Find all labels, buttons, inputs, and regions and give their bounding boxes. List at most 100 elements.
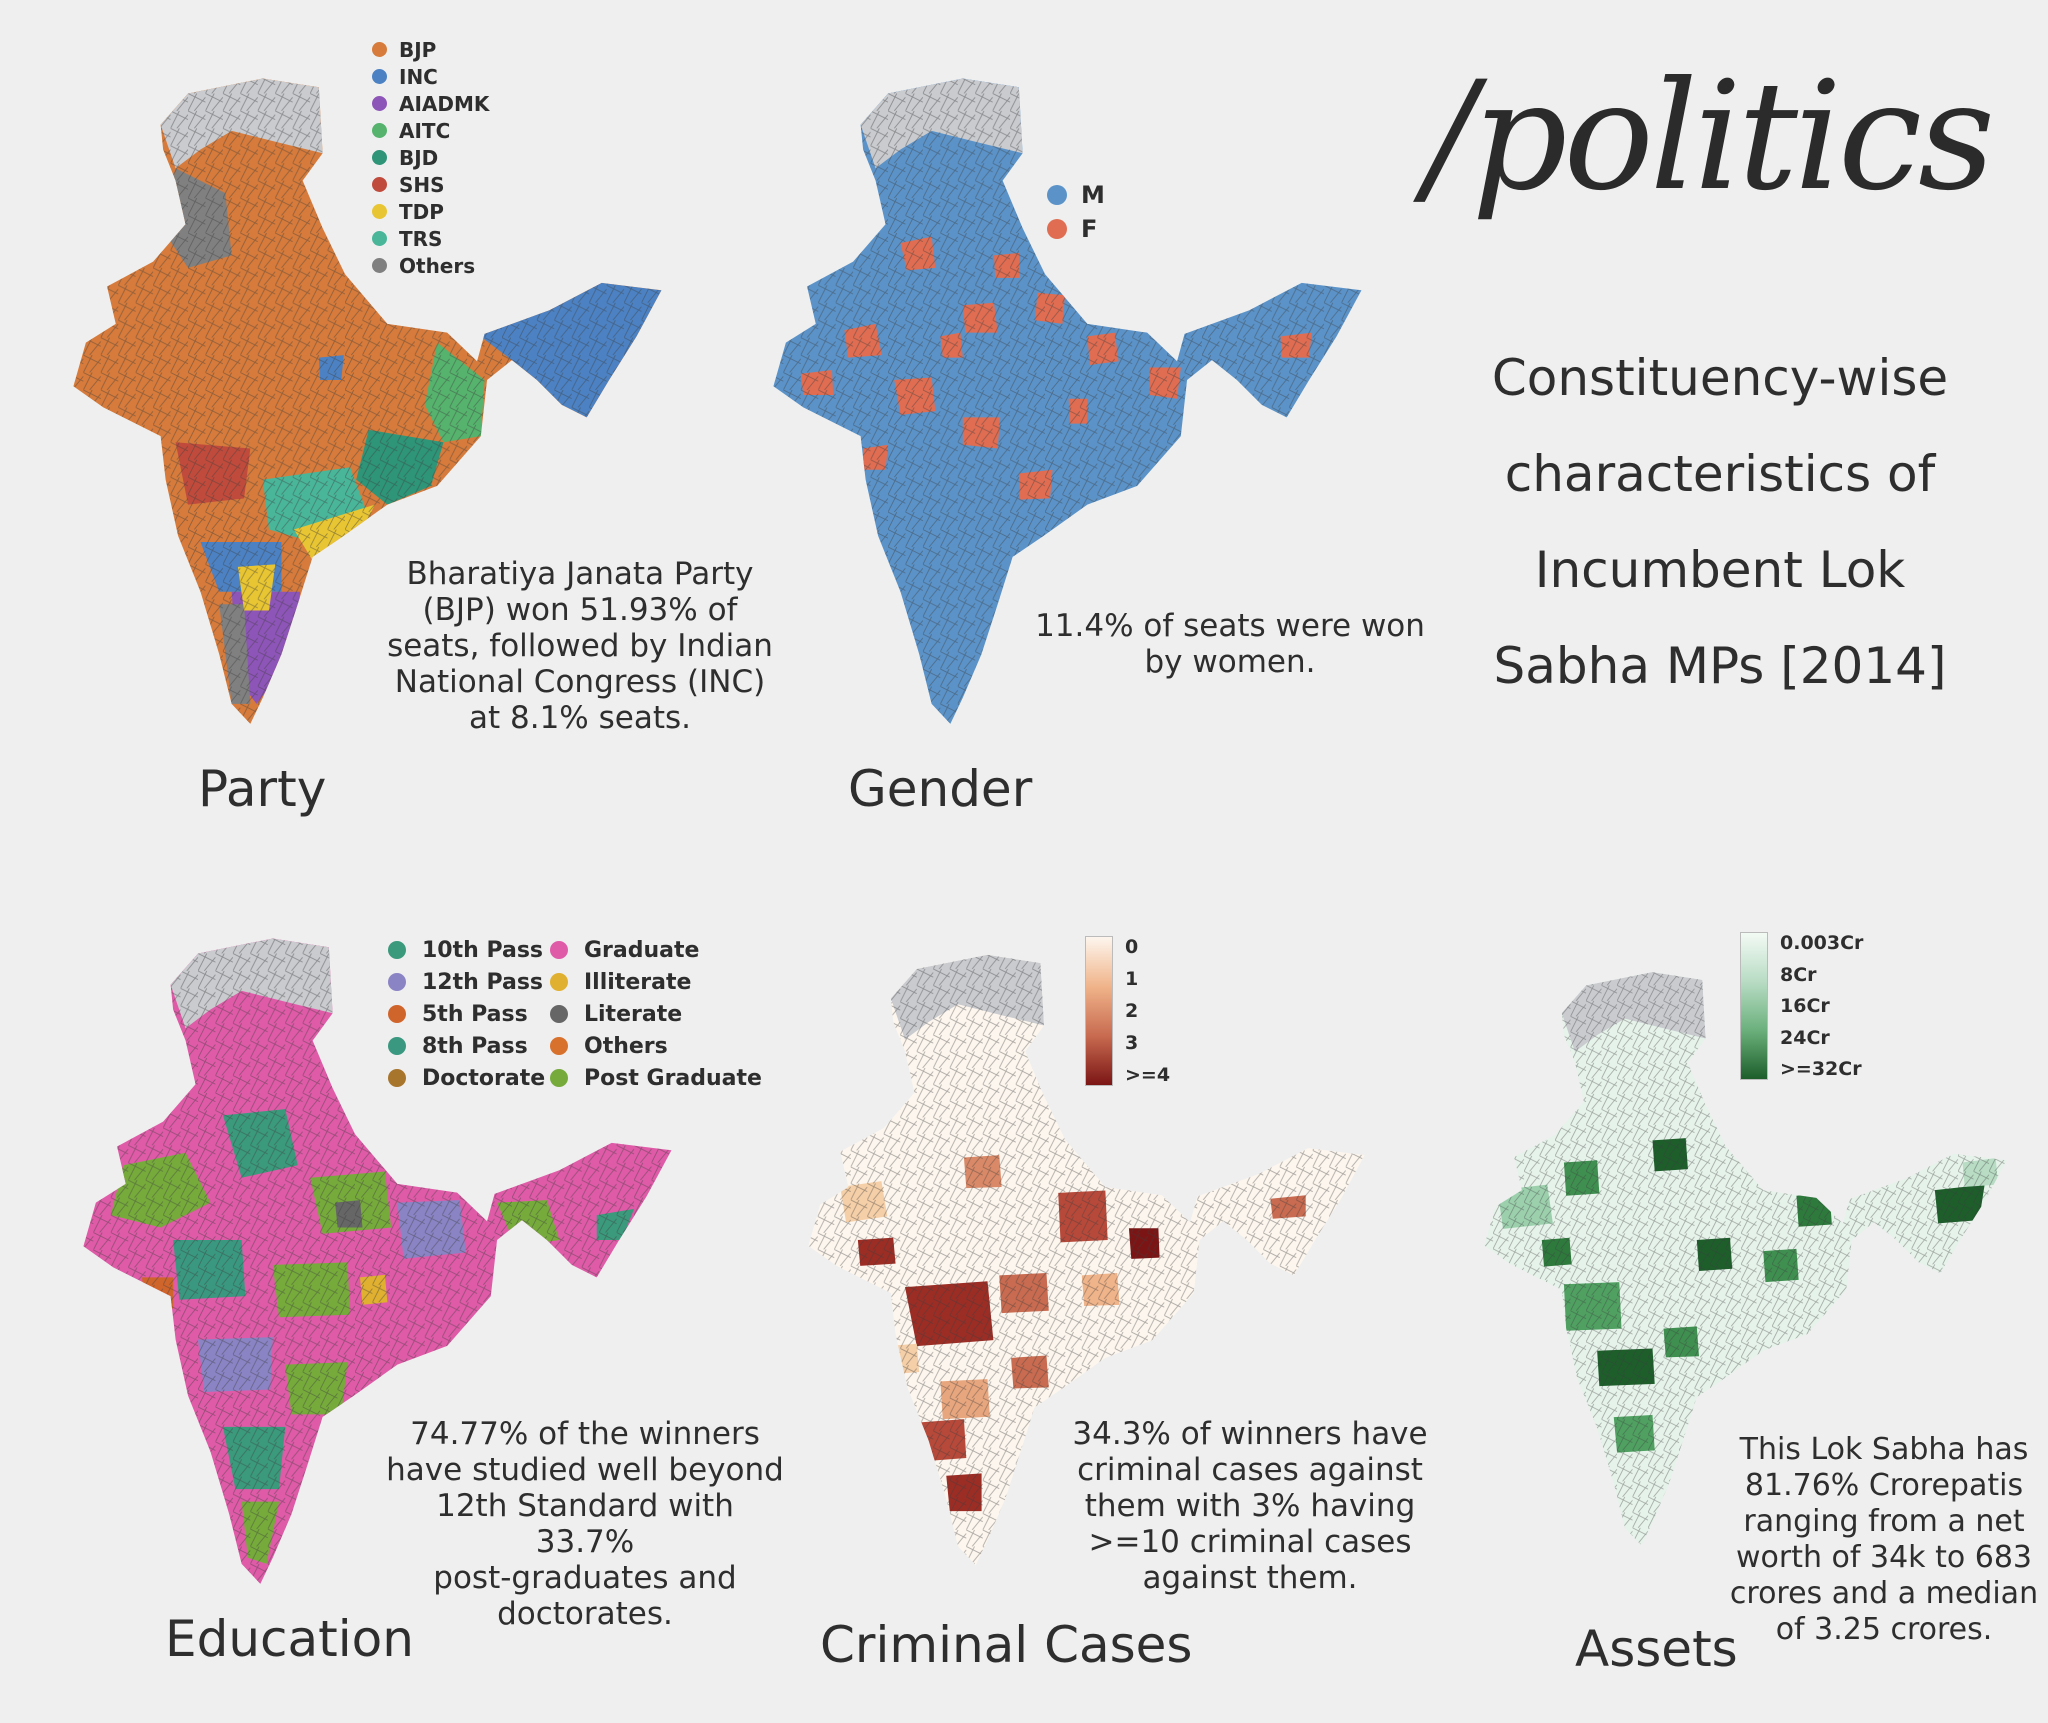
legend-item: BJP: [372, 36, 489, 63]
legend-item: TDP: [372, 198, 489, 225]
legend-label: Literate: [584, 1001, 683, 1027]
caption-line: against them.: [1142, 1560, 1358, 1596]
legend-swatch: [1047, 185, 1067, 205]
legend-label: Others: [399, 253, 476, 278]
legend-item: 8th Pass: [388, 1030, 545, 1062]
legend-swatch: [372, 258, 387, 273]
caption-line: >=10 criminal cases: [1088, 1524, 1412, 1560]
criminal-legend: 0 1 2 3 >=4: [1085, 936, 1170, 1086]
caption-line: crores and a median: [1729, 1576, 2039, 1611]
caption-line: (BJP) won 51.93% of: [422, 592, 738, 628]
education-label: Education: [165, 1610, 414, 1668]
education-legend-col1: 10th Pass 12th Pass 5th Pass 8th Pass Doctor…: [388, 934, 545, 1094]
legend-item: Others: [372, 252, 489, 279]
caption-line: at 8.1% seats.: [469, 700, 691, 736]
assets-label: Assets: [1575, 1620, 1738, 1678]
legend-label: AIADMK: [399, 91, 490, 116]
party-caption: Bharatiya Janata Party (BJP) won 51.93% o…: [380, 556, 780, 736]
legend-swatch: [372, 177, 387, 192]
legend-tick: 0: [1125, 936, 1139, 958]
legend-swatch: [550, 1069, 568, 1087]
caption-line: them with 3% having: [1084, 1488, 1416, 1524]
assets-map: [1484, 972, 2007, 1546]
legend-swatch: [550, 973, 568, 991]
education-legend-col2: Graduate Illiterate Literate Others Post Gra…: [550, 934, 762, 1094]
legend-item: Graduate: [550, 934, 762, 966]
caption-line: 81.76% Crorepatis: [1744, 1468, 2024, 1503]
legend-label: TRS: [399, 226, 443, 251]
legend-label: BJD: [399, 145, 439, 170]
legend-swatch: [372, 96, 387, 111]
legend-label: Illiterate: [584, 969, 692, 995]
legend-tick: 0.003Cr: [1780, 932, 1864, 954]
caption-line: of 3.25 crores.: [1775, 1612, 1993, 1647]
criminal-caption: 34.3% of winners have criminal cases agai…: [1050, 1416, 1450, 1596]
gender-label: Gender: [848, 760, 1033, 818]
caption-line: 12th Standard with 33.7%: [436, 1488, 734, 1560]
caption-line: by women.: [1144, 644, 1316, 680]
caption-line: 74.77% of the winners: [410, 1416, 760, 1452]
legend-item: M: [1047, 178, 1105, 212]
legend-tick: 16Cr: [1780, 995, 1830, 1017]
legend-tick: 2: [1125, 1000, 1139, 1022]
legend-item: Illiterate: [550, 966, 762, 998]
gender-map: [773, 78, 1362, 724]
legend-swatch: [1047, 219, 1067, 239]
subtitle-line: Incumbent Lok: [1534, 541, 1906, 599]
legend-label: Post Graduate: [584, 1065, 762, 1091]
legend-swatch: [388, 1005, 406, 1023]
criminal-panel: 0 1 2 3 >=4 34.3% of winners have criminal ca…: [740, 860, 1440, 1723]
legend-tick: 1: [1125, 968, 1139, 990]
caption-line: seats, followed by Indian: [387, 628, 773, 664]
legend-item: 10th Pass: [388, 934, 545, 966]
legend-swatch: [550, 941, 568, 959]
legend-item: Doctorate: [388, 1062, 545, 1094]
subtitle-line: Constituency-wise: [1491, 349, 1949, 407]
legend-swatch: [372, 231, 387, 246]
subtitle-line: Sabha MPs [2014]: [1493, 637, 1947, 695]
legend-label: 5th Pass: [422, 1001, 528, 1027]
caption-line: This Lok Sabha has: [1739, 1432, 2029, 1467]
legend-tick: >=32Cr: [1780, 1058, 1862, 1080]
subtitle-line: characteristics of: [1504, 445, 1936, 503]
legend-item: Others: [550, 1030, 762, 1062]
legend-tick: >=4: [1125, 1064, 1171, 1086]
legend-label: 8th Pass: [422, 1033, 528, 1059]
criminal-color-bar: [1085, 936, 1113, 1086]
legend-label: M: [1081, 181, 1105, 209]
party-legend: BJP INC AIADMK AITC BJD SHS TDP TRS Others: [372, 36, 489, 279]
caption-line: worth of 34k to 683: [1736, 1540, 2032, 1575]
legend-swatch: [550, 1037, 568, 1055]
caption-line: criminal cases against: [1077, 1452, 1423, 1488]
legend-swatch: [388, 1037, 406, 1055]
assets-color-bar: [1740, 932, 1768, 1080]
legend-swatch: [388, 1069, 406, 1087]
legend-item: Post Graduate: [550, 1062, 762, 1094]
assets-legend: 0.003Cr 8Cr 16Cr 24Cr >=32Cr: [1740, 932, 1863, 1080]
legend-label: INC: [399, 64, 438, 89]
legend-item: INC: [372, 63, 489, 90]
legend-item: Literate: [550, 998, 762, 1030]
criminal-label: Criminal Cases: [820, 1616, 1193, 1674]
caption-line: Bharatiya Janata Party: [406, 556, 754, 592]
legend-swatch: [372, 123, 387, 138]
legend-label: Graduate: [584, 937, 700, 963]
legend-label: 12th Pass: [422, 969, 544, 995]
legend-label: 10th Pass: [422, 937, 544, 963]
legend-tick: 8Cr: [1780, 963, 1817, 986]
legend-swatch: [372, 69, 387, 84]
legend-swatch: [550, 1005, 568, 1023]
gender-caption: 11.4% of seats were won by women.: [1030, 608, 1430, 680]
assets-caption: This Lok Sabha has 81.76% Crorepatis rangi…: [1720, 1432, 2048, 1648]
caption-line: National Congress (INC): [394, 664, 766, 700]
legend-tick: 24Cr: [1780, 1026, 1830, 1049]
caption-line: have studied well beyond: [386, 1452, 784, 1488]
party-panel: BJP INC AIADMK AITC BJD SHS TDP TRS Others Bhara…: [0, 0, 773, 860]
page-title: /politics: [1425, 50, 1995, 224]
party-label: Party: [198, 760, 327, 818]
education-caption: 74.77% of the winners have studied well b…: [385, 1416, 785, 1632]
page-subtitle: Constituency-wise characteristics of Incum…: [1440, 330, 2000, 714]
legend-label: Doctorate: [422, 1065, 546, 1091]
legend-item: AITC: [372, 117, 489, 144]
legend-item: BJD: [372, 144, 489, 171]
